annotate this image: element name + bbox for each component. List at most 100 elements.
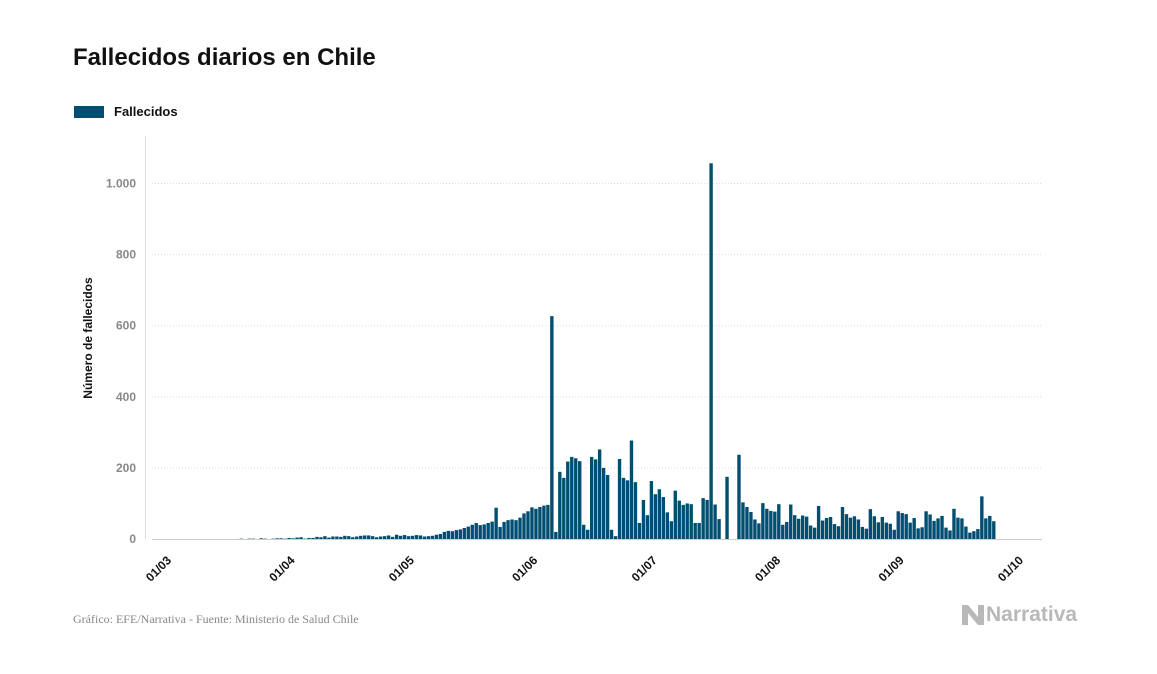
bar [753, 519, 757, 539]
brand-logo: Narrativa [962, 603, 1077, 627]
bar [502, 521, 506, 539]
bar [765, 508, 769, 539]
bar [912, 518, 916, 539]
grid-lines [152, 183, 1042, 469]
bar [737, 454, 741, 539]
bar [749, 511, 753, 539]
bar [514, 520, 518, 539]
bar [570, 456, 574, 539]
y-tick-label: 200 [116, 461, 136, 475]
chart-title: Fallecidos diarios en Chile [73, 44, 376, 71]
bar [426, 536, 431, 539]
bar [578, 461, 582, 539]
x-tick-label: 01/03 [143, 553, 174, 584]
bar [359, 535, 363, 539]
bar [940, 515, 944, 539]
bar [705, 499, 709, 539]
bar [323, 536, 327, 539]
bar [741, 502, 745, 539]
n-logo-icon [962, 605, 984, 625]
bar [506, 520, 510, 539]
bar [410, 535, 415, 539]
legend-label: Fallecidos [114, 104, 178, 119]
bar [299, 537, 303, 539]
bar [773, 511, 777, 539]
bar [574, 458, 578, 539]
legend-swatch [74, 105, 104, 118]
bar [462, 527, 466, 539]
bar [976, 529, 980, 539]
bar [701, 498, 705, 539]
bar [904, 514, 908, 539]
bar [876, 522, 881, 539]
bar [498, 526, 502, 539]
bar [470, 524, 474, 539]
bar [944, 527, 948, 539]
bar [562, 477, 566, 539]
bars [239, 163, 996, 539]
bar [812, 527, 817, 539]
bar [363, 535, 367, 539]
legend: Fallecidos [74, 104, 178, 119]
bar [932, 520, 936, 539]
bar [530, 507, 534, 539]
bar [394, 534, 399, 539]
y-axis-ticks: 0 200 400 600 800 1.000 [106, 177, 136, 546]
bar [816, 505, 821, 539]
bar [542, 505, 546, 539]
bar [482, 524, 486, 539]
bar [852, 516, 857, 539]
bar [693, 523, 697, 539]
bar [518, 517, 522, 539]
bar [617, 459, 622, 539]
bar [609, 529, 614, 539]
x-tick-label: 01/08 [752, 553, 783, 584]
bar [287, 537, 291, 539]
bar [860, 526, 865, 539]
bar [355, 536, 359, 539]
bar [398, 535, 403, 539]
bar [980, 496, 984, 539]
bar [669, 521, 673, 539]
bar [948, 530, 952, 539]
bar [960, 518, 964, 539]
bar [781, 524, 785, 539]
bar [458, 529, 462, 539]
bar [832, 524, 837, 539]
source-note: Gráfico: EFE/Narrativa - Fuente: Ministe… [73, 612, 359, 626]
bar [928, 514, 932, 539]
y-tick-label: 800 [116, 248, 136, 262]
bar [522, 513, 526, 539]
bar [546, 504, 550, 539]
bar [908, 522, 912, 539]
bar [466, 526, 470, 539]
bar [378, 536, 383, 539]
x-tick-label: 01/07 [629, 553, 660, 584]
x-tick-label: 01/09 [876, 553, 907, 584]
bar [319, 537, 323, 539]
bar [331, 536, 335, 539]
bar [418, 535, 423, 539]
bar [968, 532, 972, 539]
bar [311, 537, 315, 539]
bar [307, 537, 311, 539]
bar [566, 461, 570, 539]
bar [653, 494, 658, 539]
bar [924, 511, 928, 539]
bar [390, 536, 395, 539]
bar [725, 476, 729, 539]
bar [327, 537, 331, 539]
bar [685, 503, 689, 539]
bar [797, 518, 801, 539]
bar [984, 518, 988, 539]
bar [677, 500, 681, 539]
y-tick-label: 600 [116, 319, 136, 333]
bar [709, 163, 713, 539]
bar [713, 504, 717, 539]
y-tick-label: 0 [129, 532, 136, 546]
bar [371, 536, 375, 539]
bar [275, 538, 279, 539]
bar [820, 520, 825, 539]
bar [649, 481, 654, 539]
